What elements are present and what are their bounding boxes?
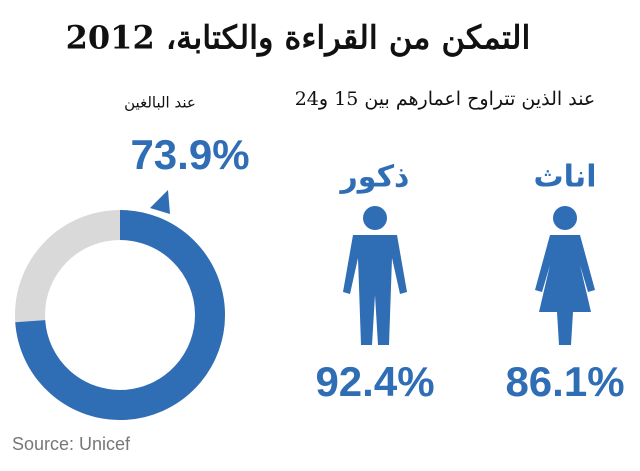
female-figure xyxy=(535,206,595,345)
category-label: ذكور xyxy=(339,160,410,195)
donut-title: عند البالغين xyxy=(124,94,196,112)
source: Source: Unicef xyxy=(12,434,131,454)
figure-part xyxy=(343,235,407,345)
title: التمكن من القراءة والكتابة، 2012 xyxy=(66,19,531,58)
category-label: اناث xyxy=(534,160,597,195)
subtitle: عند الذين تتراوح اعمارهم بين 15 و24 xyxy=(295,88,596,110)
value-label: 86.1% xyxy=(505,358,624,405)
donut-value-label: 73.9% xyxy=(130,131,249,178)
pointer xyxy=(150,190,170,214)
figure-part xyxy=(553,206,577,230)
donut-arc xyxy=(15,210,225,420)
figure-part xyxy=(363,206,387,230)
figure-part xyxy=(535,235,595,345)
value-label: 92.4% xyxy=(315,358,434,405)
male-figure xyxy=(343,206,407,345)
